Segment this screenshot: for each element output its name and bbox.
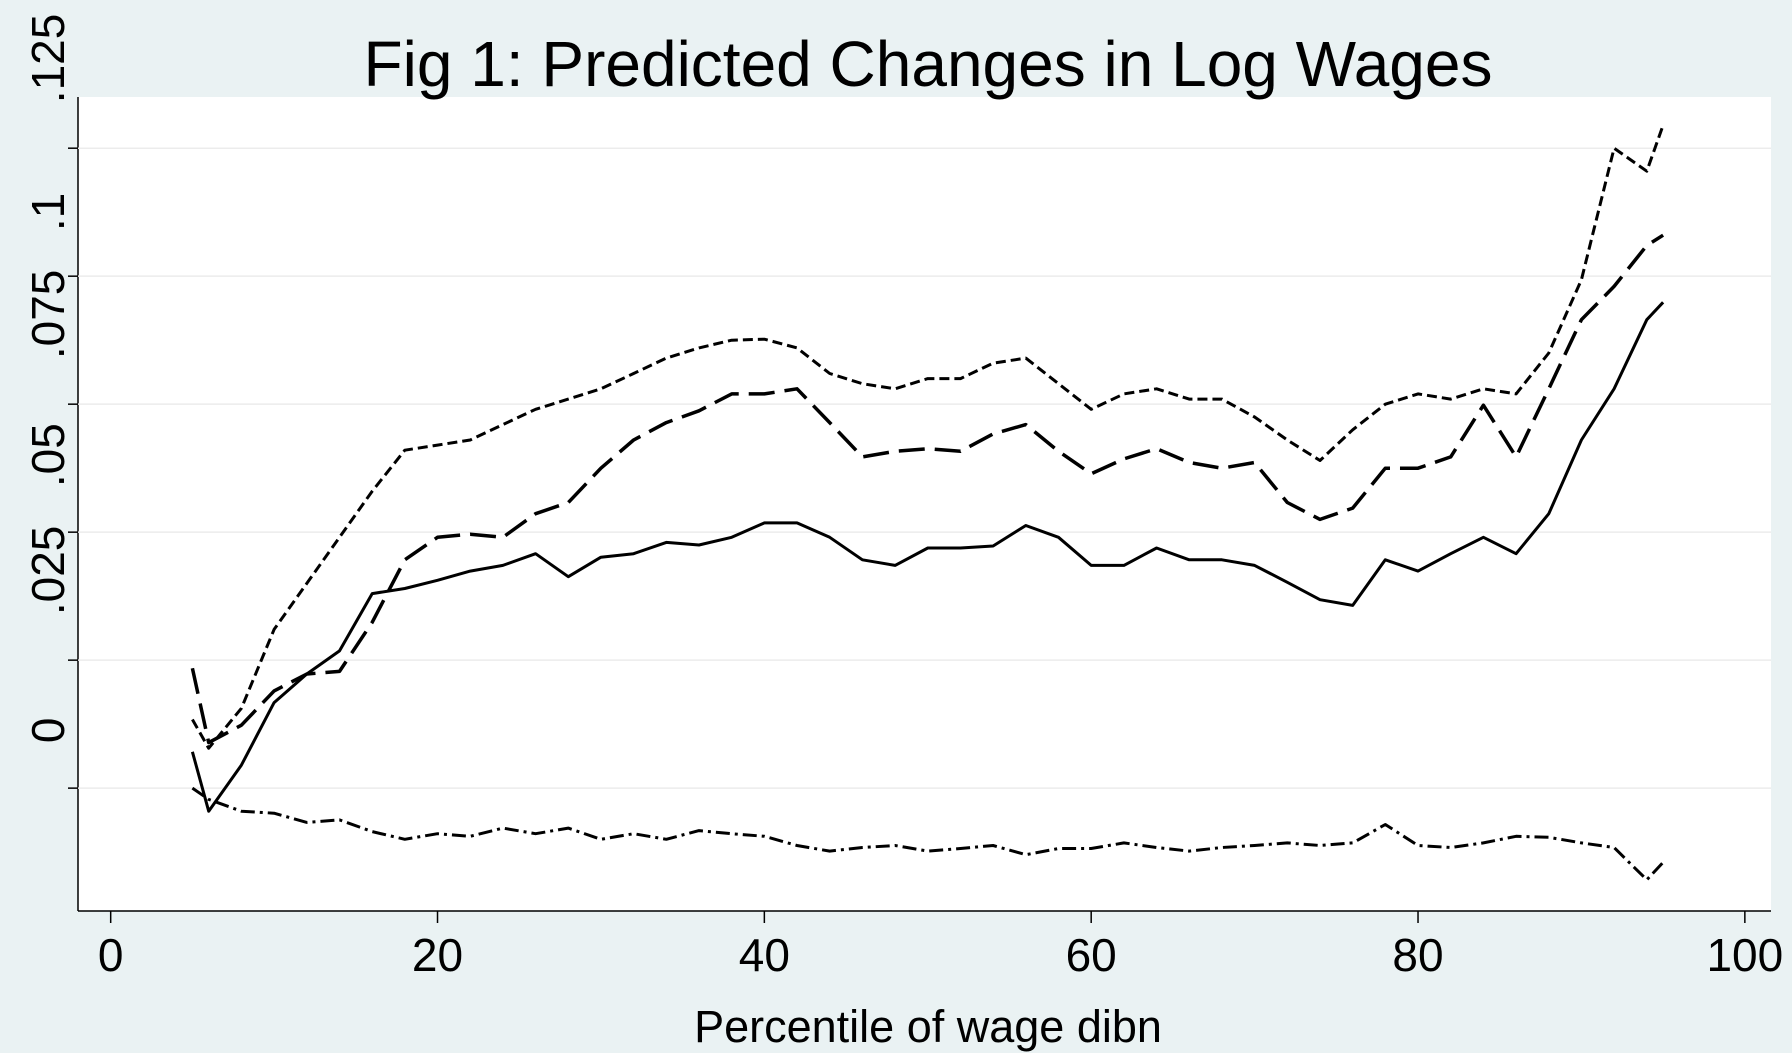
y-tick-label: .05 xyxy=(22,423,74,487)
x-tick-label: 60 xyxy=(1066,929,1117,981)
y-tick-label: 0 xyxy=(22,718,74,744)
x-tick-label: 80 xyxy=(1392,929,1443,981)
series-line xyxy=(191,786,1665,882)
series-line xyxy=(190,301,1665,813)
y-tick-label: .125 xyxy=(22,14,74,104)
series-line xyxy=(191,124,1665,750)
chart-title: Fig 1: Predicted Changes in Log Wages xyxy=(364,28,1493,100)
x-axis-label: Percentile of wage dibn xyxy=(694,1001,1162,1052)
plot-area xyxy=(78,97,1771,911)
y-tick-label: .025 xyxy=(22,526,74,616)
x-tick-label: 40 xyxy=(739,929,790,981)
y-tick-label: .075 xyxy=(22,270,74,360)
x-tick-label: 20 xyxy=(412,929,463,981)
x-tick-label: 0 xyxy=(98,929,124,981)
y-tick-label: .1 xyxy=(22,193,74,231)
x-tick-label: 100 xyxy=(1706,929,1783,981)
